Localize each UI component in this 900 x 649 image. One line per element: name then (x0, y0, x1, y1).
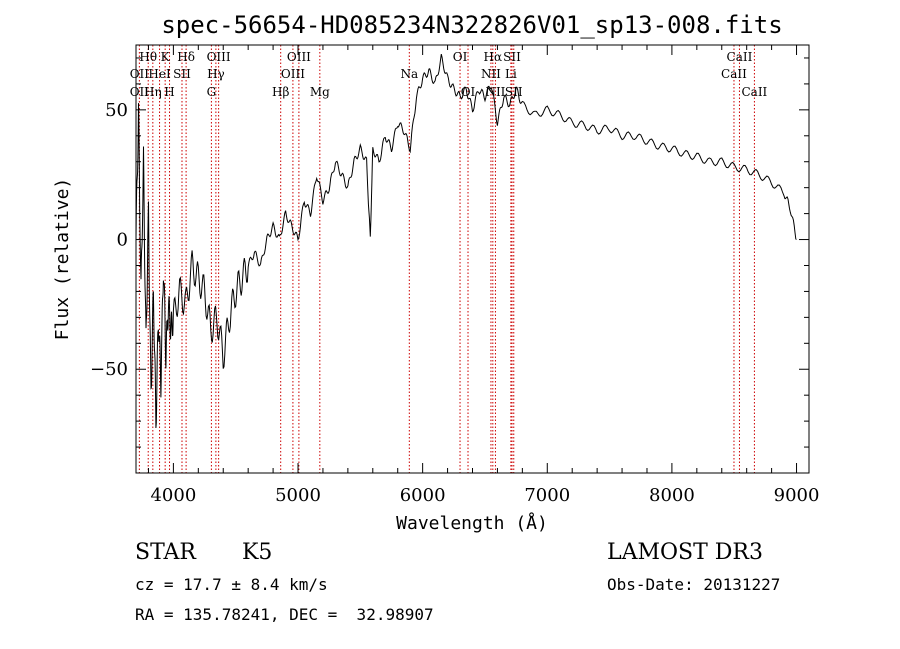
x-tick-label: 5000 (275, 485, 321, 506)
line-label: H (164, 85, 174, 99)
line-label: CaII (727, 50, 753, 64)
observation-date: Obs-Date: 20131227 (607, 575, 781, 594)
spectrum-line (135, 53, 797, 429)
line-label: HeI (148, 67, 171, 81)
line-label: Hη (144, 85, 162, 99)
x-axis-label: Wavelength (Å) (396, 512, 548, 534)
line-label: OII (130, 67, 150, 81)
x-tick-label: 4000 (150, 485, 196, 506)
x-tick-label: 7000 (524, 485, 570, 506)
redshift-value: cz = 17.7 ± 8.4 km/s (135, 575, 328, 594)
line-label: Hθ (139, 50, 157, 64)
line-label: SII (503, 50, 521, 64)
line-label: OI (453, 50, 468, 64)
line-label: SII (173, 67, 191, 81)
y-tick-label: 50 (105, 100, 128, 121)
x-tick-label: 9000 (774, 485, 820, 506)
line-label: Hδ (177, 50, 195, 64)
y-axis-ticks: −50 0 50 (90, 57, 809, 448)
line-label: OIII (287, 50, 311, 64)
chart-title: spec-56654-HD085234N322826V01_sp13-008.f… (161, 11, 782, 39)
y-tick-label: 0 (117, 230, 128, 251)
line-label: OII (130, 85, 150, 99)
line-label: Hα (484, 50, 503, 64)
line-label: SII (505, 85, 523, 99)
y-axis-label: Flux (relative) (52, 178, 73, 341)
line-label: OIII (281, 67, 305, 81)
survey-name: LAMOST DR3 (607, 540, 763, 565)
line-label: Li (505, 67, 517, 81)
x-tick-label: 8000 (649, 485, 695, 506)
line-label: Mg (310, 85, 330, 99)
line-label: Na (400, 67, 418, 81)
x-axis-ticks: 4000 5000 6000 7000 8000 9000 (147, 45, 820, 506)
object-subclass: K5 (242, 540, 273, 565)
x-tick-label: 6000 (400, 485, 446, 506)
line-label: G (207, 85, 217, 99)
object-class: STAR (135, 540, 196, 565)
line-label: OIII (207, 50, 231, 64)
emission-line-markers (138, 45, 755, 473)
line-label: CaII (741, 85, 767, 99)
coordinates: RA = 135.78241, DEC = 32.98907 (135, 605, 434, 624)
line-label: K (161, 50, 171, 64)
line-label: NII (485, 85, 505, 99)
line-label: CaII (721, 67, 747, 81)
line-label: Hγ (207, 67, 225, 81)
y-tick-label: −50 (90, 359, 128, 380)
line-label: NII (481, 67, 501, 81)
line-label: Hβ (272, 85, 289, 99)
